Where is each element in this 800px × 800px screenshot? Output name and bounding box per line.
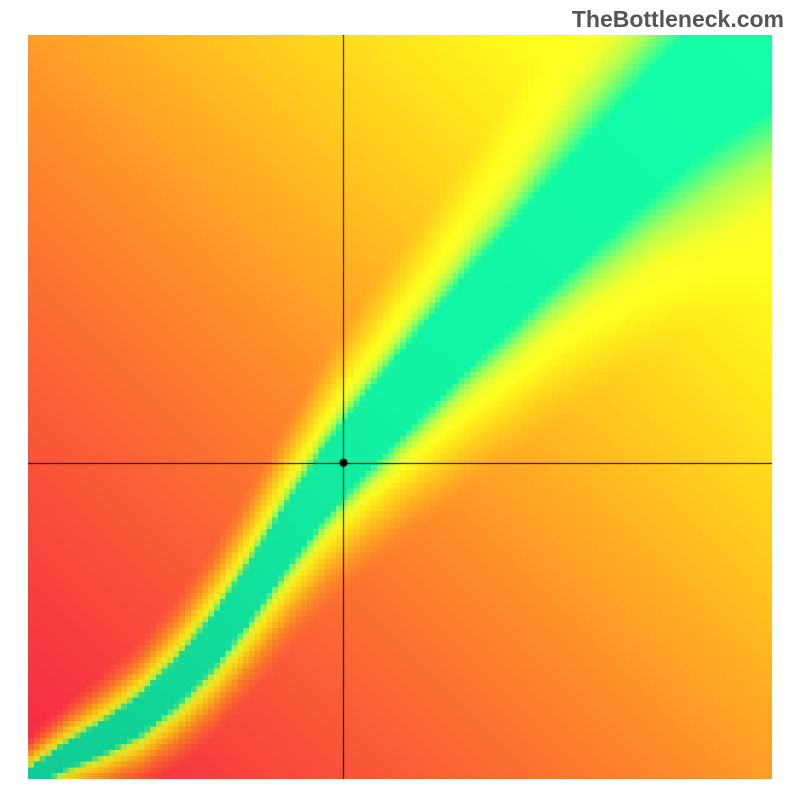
chart-container: TheBottleneck.com — [0, 0, 800, 800]
bottleneck-heatmap — [28, 35, 772, 779]
plot-area — [28, 35, 772, 779]
watermark-text: TheBottleneck.com — [572, 6, 784, 33]
